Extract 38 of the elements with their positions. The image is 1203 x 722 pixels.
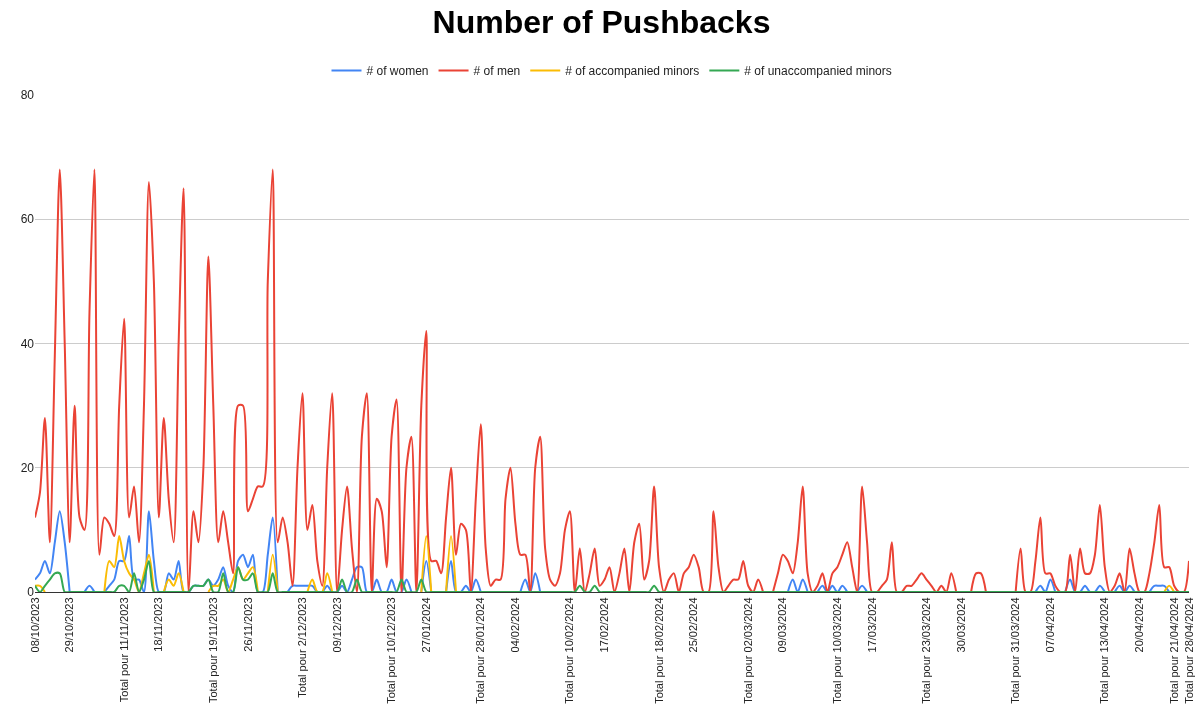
x-tick-label: Total pour 10/02/2024 <box>563 597 576 704</box>
x-tick-label: 17/02/2024 <box>598 597 611 653</box>
x-tick-label: 26/11/2023 <box>241 597 254 652</box>
x-tick-label: 30/03/2024 <box>954 597 967 653</box>
legend-label: # of unaccompanied minors <box>744 64 892 79</box>
x-tick-label: 17/03/2024 <box>865 597 878 653</box>
x-tick-label: Total pour 2/12/2023 <box>296 597 309 698</box>
y-tick-label: 60 <box>20 212 35 227</box>
x-tick-label: Total pour 23/03/2024 <box>920 597 933 704</box>
x-tick-label: Total pour 19/11/2023 <box>206 597 219 704</box>
x-tick-label: Total pour 13/04/2024 <box>1098 597 1111 704</box>
x-tick-label: 25/02/2024 <box>687 597 700 653</box>
legend-label: # of women <box>366 64 429 79</box>
x-tick-label: 27/01/2024 <box>419 597 432 653</box>
x-tick-label: 08/10/2023 <box>28 597 41 653</box>
y-tick-label: 40 <box>20 336 35 351</box>
x-tick-label: Total pour 18/02/2024 <box>652 597 665 704</box>
x-tick-label: Total pour 10/12/2023 <box>385 597 398 704</box>
x-tick-label: 29/10/2023 <box>63 597 76 653</box>
x-tick-label: Total pour 02/03/2024 <box>741 597 754 704</box>
legend-label: # of men <box>473 64 521 79</box>
line-series <box>35 559 1189 592</box>
y-tick-label: 20 <box>20 460 35 475</box>
x-tick-label: 18/11/2023 <box>152 597 165 652</box>
x-tick-label: Total pour 28/04/2024 <box>1182 597 1195 704</box>
x-tick-label: 09/03/2024 <box>776 597 789 653</box>
x-tick-label: 04/02/2024 <box>508 597 521 653</box>
x-tick-label: Total pour 10/03/2024 <box>830 597 843 704</box>
x-tick-label: Total pour 21/04/2024 <box>1167 597 1180 704</box>
legend-label: # of accompanied minors <box>565 64 700 79</box>
y-tick-label: 80 <box>20 88 35 103</box>
x-tick-label: Total pour 11/11/2023 <box>117 597 130 703</box>
chart-title: Number of Pushbacks <box>432 4 771 41</box>
x-tick-label: Total pour 28/01/2024 <box>474 597 487 704</box>
x-tick-label: 07/04/2024 <box>1043 597 1056 653</box>
x-tick-label: 09/12/2023 <box>330 597 343 653</box>
x-tick-label: 20/04/2024 <box>1133 597 1146 653</box>
x-tick-label: Total pour 31/03/2024 <box>1009 597 1022 704</box>
